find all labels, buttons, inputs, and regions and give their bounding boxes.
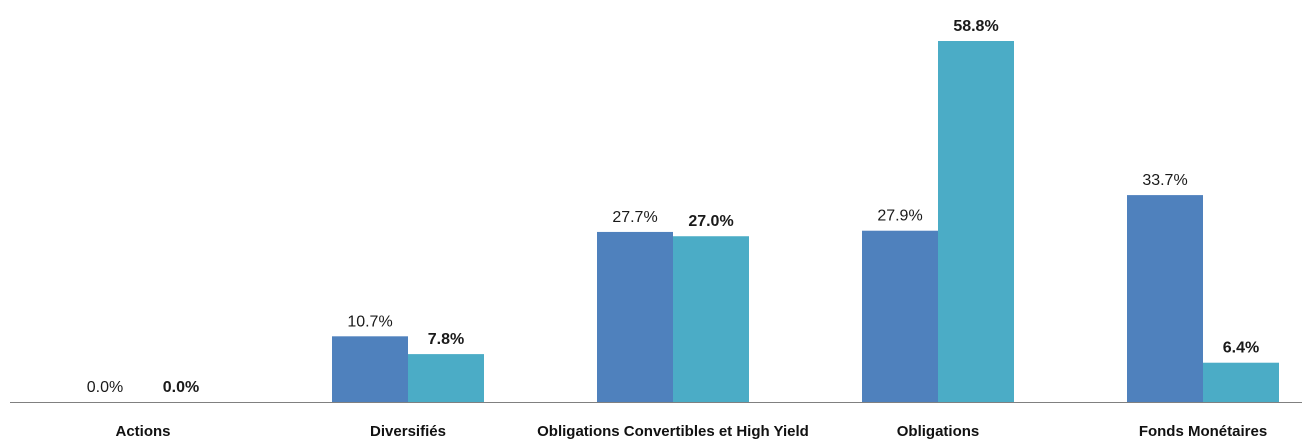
category-label-5: Fonds Monétaires	[1139, 423, 1267, 440]
value-label-series-1-cat-4: 27.9%	[877, 208, 922, 225]
bars-group	[332, 41, 1279, 402]
value-labels-group: 0.0% 0.0% 10.7% 7.8% 27.7% 27.0% 27.9% 58.8% 33.…	[87, 18, 1259, 396]
value-label-series-1-cat-1: 0.0%	[87, 379, 123, 396]
bar-series-2-cat-3	[673, 236, 749, 402]
category-label-3: Obligations Convertibles et High Yield	[537, 423, 809, 440]
value-label-series-2-cat-5: 6.4%	[1223, 340, 1259, 357]
value-label-series-2-cat-3: 27.0%	[688, 213, 733, 230]
category-label-1: Actions	[115, 423, 170, 440]
bar-series-2-cat-4	[938, 41, 1014, 402]
value-label-series-2-cat-1: 0.0%	[163, 379, 199, 396]
value-label-series-1-cat-5: 33.7%	[1142, 172, 1187, 189]
bar-series-1-cat-5	[1127, 195, 1203, 402]
value-label-series-1-cat-3: 27.7%	[612, 209, 657, 226]
bar-series-2-cat-2	[408, 354, 484, 402]
value-label-series-2-cat-4: 58.8%	[953, 18, 998, 35]
bar-series-1-cat-4	[862, 230, 938, 402]
bar-series-1-cat-2	[332, 336, 408, 402]
bar-series-2-cat-5	[1203, 362, 1279, 402]
category-labels-group: Actions Diversifiés Obligations Convertibl…	[115, 423, 1267, 440]
value-label-series-2-cat-2: 7.8%	[428, 331, 464, 348]
bar-series-1-cat-3	[597, 231, 673, 402]
category-label-4: Obligations	[897, 423, 980, 440]
category-label-2: Diversifiés	[370, 423, 446, 440]
value-label-series-1-cat-2: 10.7%	[347, 313, 392, 330]
